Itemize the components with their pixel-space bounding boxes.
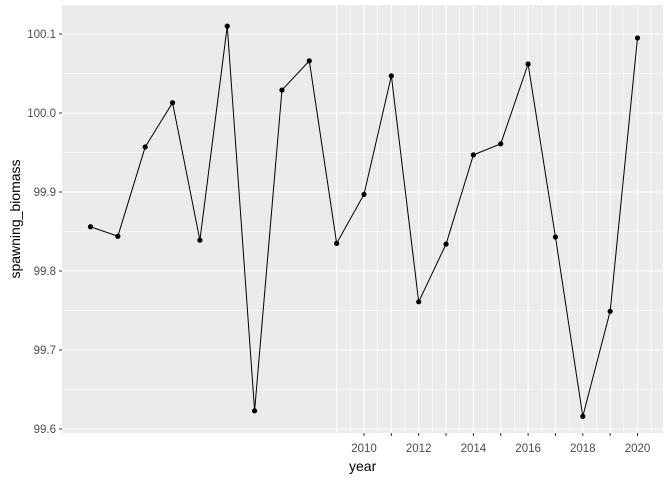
y-axis-label: spawning_biomass — [7, 159, 23, 278]
data-point — [142, 144, 148, 150]
data-point — [224, 23, 230, 29]
data-point — [334, 240, 340, 246]
x-tick-label: 2020 — [625, 443, 651, 455]
data-point — [361, 191, 367, 197]
x-axis-label: year — [349, 458, 377, 474]
data-point — [87, 224, 94, 230]
data-point — [552, 234, 559, 240]
y-tick-label: 99.9 — [34, 187, 56, 199]
data-point — [498, 141, 504, 147]
x-tick-label: 2014 — [461, 443, 487, 455]
data-point — [279, 87, 285, 93]
x-tick-label: 2018 — [570, 443, 596, 455]
data-point — [416, 299, 422, 305]
data-point — [470, 152, 476, 158]
data-point — [580, 413, 586, 419]
plot-panel — [62, 5, 663, 433]
x-tick-label: 2010 — [351, 443, 377, 455]
data-point — [388, 73, 394, 79]
y-tick-label: 99.8 — [34, 266, 56, 278]
y-tick-label: 99.6 — [34, 424, 56, 436]
x-tick-label: 2012 — [406, 443, 432, 455]
data-point — [634, 35, 641, 41]
y-tick-label: 99.7 — [34, 345, 56, 357]
data-point — [252, 408, 258, 414]
data-point — [169, 100, 176, 106]
data-point — [443, 241, 449, 247]
y-tick-label: 100.1 — [27, 29, 56, 41]
data-point — [197, 237, 203, 243]
data-point — [306, 58, 312, 64]
data-point — [115, 233, 121, 239]
x-tick-label: 2016 — [515, 443, 541, 455]
y-tick-label: 100.0 — [27, 108, 56, 120]
data-point — [525, 61, 531, 67]
data-point — [607, 308, 613, 314]
